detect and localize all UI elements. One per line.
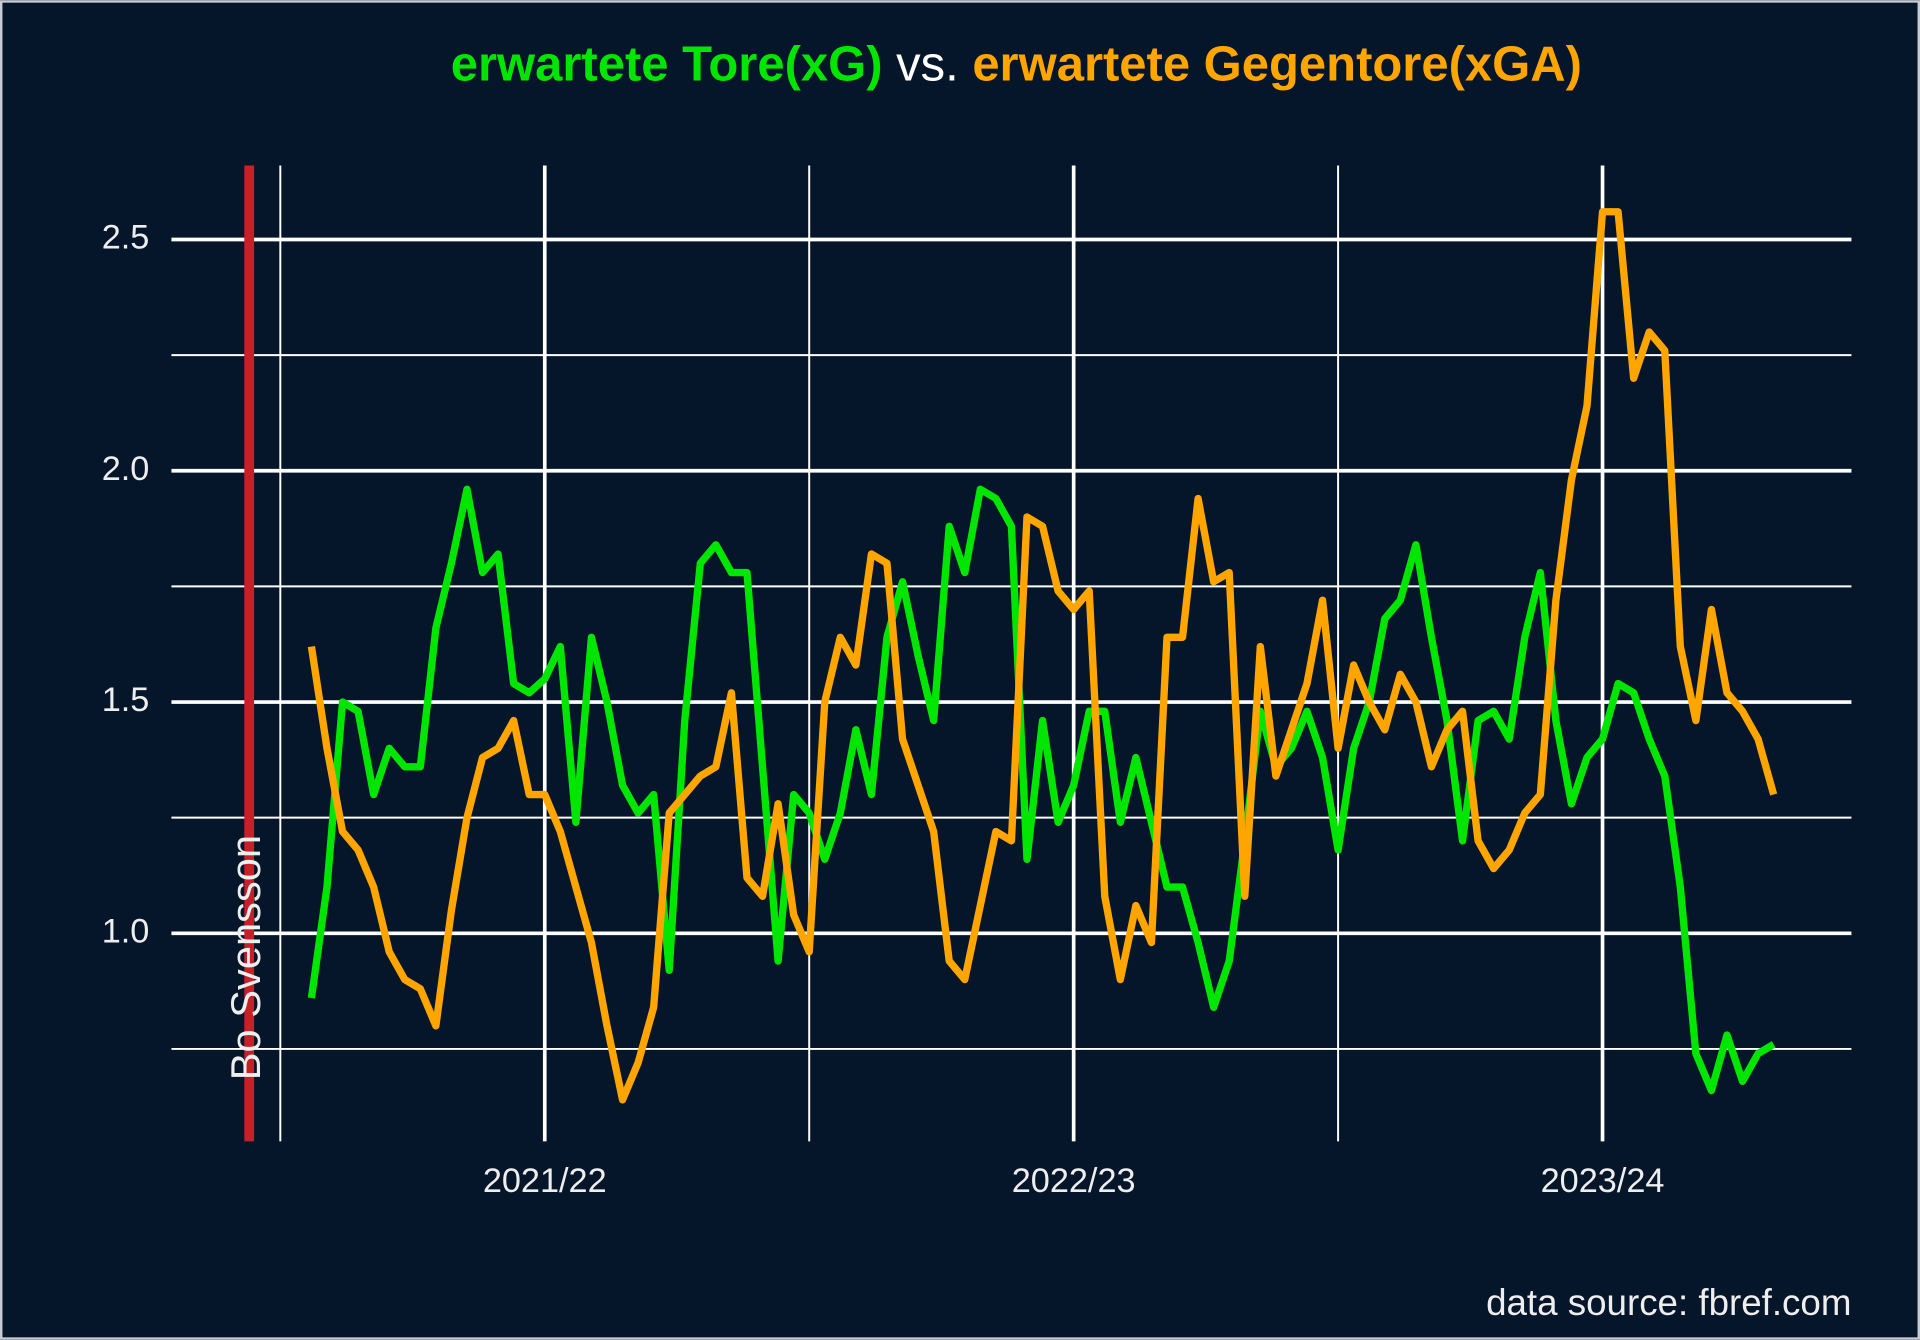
x-tick-label: 2023/24	[1541, 1162, 1665, 1200]
x-tick-label: 2021/22	[483, 1162, 607, 1200]
series-line	[307, 485, 1776, 1095]
caption: data source: fbref.com	[1486, 1282, 1851, 1323]
title-xg: erwartete Tore(xG)	[451, 37, 883, 91]
series-line	[307, 208, 1778, 1104]
x-tick-label: 2022/23	[1012, 1162, 1136, 1200]
title-xga: erwartete Gegentore(xGA)	[972, 37, 1582, 91]
y-tick-label: 2.5	[102, 219, 150, 257]
annotation-label: Bo Svensson	[222, 835, 269, 1080]
chart-title: erwartete Tore(xG) vs. erwartete Gegento…	[451, 37, 1582, 91]
y-tick-label: 1.5	[102, 681, 150, 719]
y-tick-label: 1.0	[102, 912, 150, 950]
y-tick-label: 2.0	[102, 450, 150, 488]
title-connector: vs.	[896, 37, 959, 91]
